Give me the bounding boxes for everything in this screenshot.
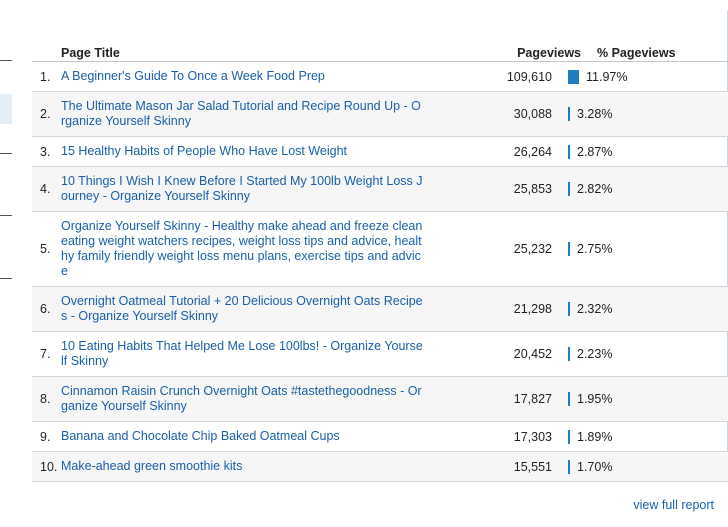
view-full-report-link[interactable]: view full report xyxy=(633,498,714,512)
pct-value: 2.23% xyxy=(577,347,613,361)
pct-cell: 2.82% xyxy=(552,182,612,196)
pct-cell: 2.32% xyxy=(552,302,612,316)
share-bar xyxy=(568,144,570,159)
table-row: 7. 10 Eating Habits That Helped Me Lose … xyxy=(32,332,728,377)
pageviews-value: 25,232 xyxy=(513,242,552,256)
table-row: 2. The Ultimate Mason Jar Salad Tutorial… xyxy=(32,92,728,137)
sidebar-edge xyxy=(0,0,12,527)
pageviews-value: 21,298 xyxy=(513,302,552,316)
table-body: 1. A Beginner's Guide To Once a Week Foo… xyxy=(32,62,728,482)
pct-cell: 2.23% xyxy=(552,347,612,361)
share-bar xyxy=(568,302,570,316)
column-header-page-title[interactable]: Page Title xyxy=(61,46,120,60)
row-rank: 5. xyxy=(40,242,51,256)
pct-value: 1.89% xyxy=(577,429,613,444)
share-bar xyxy=(568,459,570,474)
page-title-link[interactable]: The Ultimate Mason Jar Salad Tutorial an… xyxy=(61,99,421,128)
pct-cell: 1.89% xyxy=(552,429,613,444)
row-rank: 4. xyxy=(40,182,51,196)
page-title-link[interactable]: Overnight Oatmeal Tutorial + 20 Deliciou… xyxy=(61,294,423,323)
table-row: 3. 15 Healthy Habits of People Who Have … xyxy=(32,137,728,167)
page-title-link[interactable]: Organize Yourself Skinny - Healthy make … xyxy=(61,219,423,278)
pct-cell: 1.95% xyxy=(552,392,612,406)
row-rank: 7. xyxy=(40,347,51,361)
page-title-link[interactable]: Make-ahead green smoothie kits xyxy=(61,459,243,473)
row-rank: 6. xyxy=(40,302,51,316)
pct-value: 1.70% xyxy=(577,459,613,474)
page-title-link[interactable]: 10 Things I Wish I Knew Before I Started… xyxy=(61,174,423,203)
pct-value: 3.28% xyxy=(577,107,613,121)
table-row: 4. 10 Things I Wish I Knew Before I Star… xyxy=(32,167,728,212)
table-row: 5. Organize Yourself Skinny - Healthy ma… xyxy=(32,212,728,287)
pageviews-value: 26,264 xyxy=(513,144,552,159)
sidebar-divider xyxy=(0,278,12,279)
share-bar xyxy=(568,392,570,406)
pct-cell: 2.75% xyxy=(552,242,612,256)
pct-cell: 1.70% xyxy=(552,459,613,474)
pageviews-value: 17,827 xyxy=(513,392,552,406)
pct-value: 2.82% xyxy=(577,182,613,196)
table-row: 10. Make-ahead green smoothie kits 15,55… xyxy=(32,452,728,482)
pageviews-value: 17,303 xyxy=(513,429,552,444)
share-bar xyxy=(568,69,579,84)
pct-value: 1.95% xyxy=(577,392,613,406)
sidebar-selected-item[interactable] xyxy=(0,94,12,124)
share-bar xyxy=(568,429,570,444)
row-rank: 1. xyxy=(40,69,51,84)
share-bar xyxy=(568,242,570,256)
row-rank: 9. xyxy=(40,429,51,444)
row-rank: 10. xyxy=(40,459,58,474)
page-title-link[interactable]: A Beginner's Guide To Once a Week Food P… xyxy=(61,69,325,83)
pct-cell: 2.87% xyxy=(552,144,613,159)
table-row: 6. Overnight Oatmeal Tutorial + 20 Delic… xyxy=(32,287,728,332)
row-rank: 8. xyxy=(40,392,51,406)
table-row: 8. Cinnamon Raisin Crunch Overnight Oats… xyxy=(32,377,728,422)
table-row: 1. A Beginner's Guide To Once a Week Foo… xyxy=(32,62,728,92)
page-title-link[interactable]: Banana and Chocolate Chip Baked Oatmeal … xyxy=(61,429,340,443)
pageviews-value: 30,088 xyxy=(513,107,552,121)
column-header-pageviews[interactable]: Pageviews xyxy=(517,46,581,60)
pageviews-value: 25,853 xyxy=(513,182,552,196)
share-bar xyxy=(568,182,570,196)
table-row: 9. Banana and Chocolate Chip Baked Oatme… xyxy=(32,422,728,452)
pct-value: 2.32% xyxy=(577,302,613,316)
page-title-link[interactable]: 10 Eating Habits That Helped Me Lose 100… xyxy=(61,339,423,368)
column-header-pct-pageviews[interactable]: % Pageviews xyxy=(597,46,676,60)
sidebar-divider xyxy=(0,215,12,216)
row-rank: 2. xyxy=(40,107,51,121)
pct-cell: 11.97% xyxy=(552,69,628,84)
pageviews-value: 15,551 xyxy=(513,459,552,474)
pct-value: 2.87% xyxy=(577,144,613,159)
pageviews-value: 20,452 xyxy=(513,347,552,361)
sidebar-divider xyxy=(0,60,12,61)
top-pages-table: Page Title Pageviews % Pageviews 1. A Be… xyxy=(32,40,728,482)
share-bar xyxy=(568,107,570,121)
sidebar-divider xyxy=(0,153,12,154)
page-title-link[interactable]: Cinnamon Raisin Crunch Overnight Oats #t… xyxy=(61,384,422,413)
share-bar xyxy=(568,347,570,361)
page-title-link[interactable]: 15 Healthy Habits of People Who Have Los… xyxy=(61,144,348,158)
pct-value: 2.75% xyxy=(577,242,613,256)
pct-cell: 3.28% xyxy=(552,107,612,121)
table-header: Page Title Pageviews % Pageviews xyxy=(32,40,728,62)
pct-value: 11.97% xyxy=(586,69,628,84)
pageviews-value: 109,610 xyxy=(506,69,552,84)
row-rank: 3. xyxy=(40,144,51,159)
